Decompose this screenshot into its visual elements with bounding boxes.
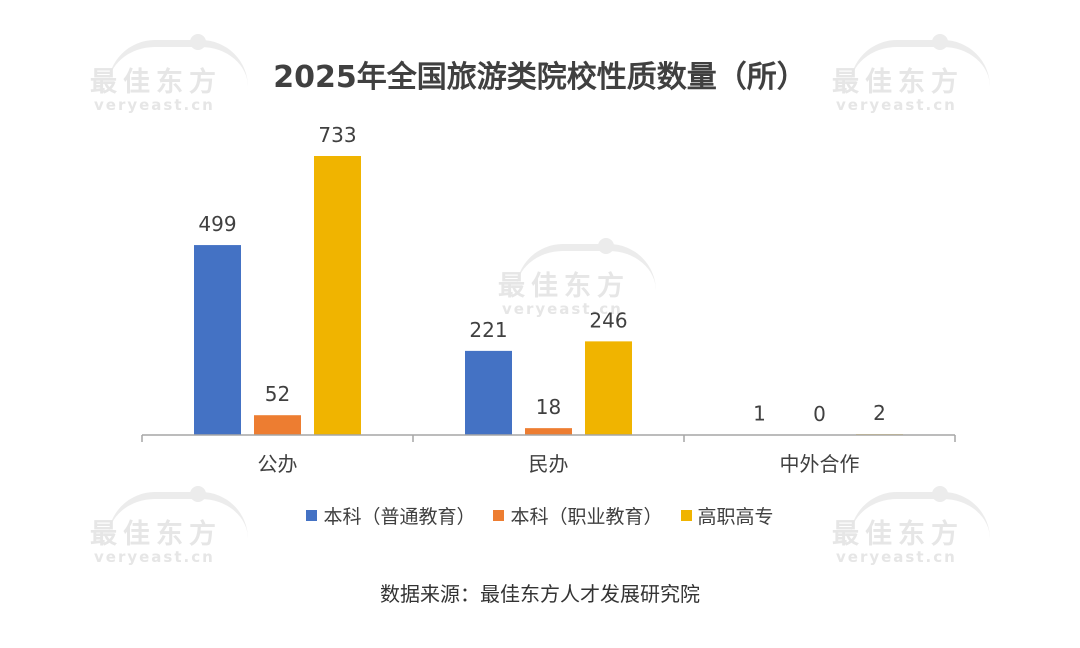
watermark-domain: veryeast.cn <box>836 548 957 566</box>
chart-title: 2025年全国旅游类院校性质数量（所） <box>273 60 807 95</box>
x-tick-label: 公办 <box>258 452 298 476</box>
legend-item: 高职高专 <box>680 502 774 529</box>
data-label: 18 <box>536 395 561 419</box>
bar <box>254 415 301 435</box>
legend-label: 高职高专 <box>697 506 774 528</box>
legend-item: 本科（普通教育） <box>306 502 475 529</box>
legend-swatch <box>306 510 318 521</box>
bar <box>585 341 632 435</box>
data-label: 246 <box>589 308 627 332</box>
watermark-domain: veryeast.cn <box>94 548 215 566</box>
legend-label: 本科（普通教育） <box>323 506 476 528</box>
data-label: 52 <box>265 382 290 406</box>
legend-swatch <box>680 510 692 521</box>
legend-item: 本科（职业教育） <box>493 502 663 529</box>
x-tick-label: 民办 <box>529 452 569 476</box>
bar <box>525 428 572 435</box>
source-note: 数据来源：最佳东方人才发展研究院 <box>380 582 700 606</box>
data-label: 499 <box>198 212 236 236</box>
bar-chart: 499 52 733 公办 221 18 246 民办 1 0 2 中外合作 <box>141 123 956 476</box>
data-label: 733 <box>318 123 356 147</box>
data-label: 1 <box>753 402 766 426</box>
chart-legend: 本科（普通教育） 本科（职业教育） 高职高专 <box>0 502 1080 529</box>
bar <box>194 245 241 435</box>
data-label: 2 <box>873 401 886 425</box>
bar <box>314 156 361 435</box>
legend-swatch <box>493 510 505 521</box>
bar <box>465 350 512 435</box>
x-tick-label: 中外合作 <box>780 452 860 476</box>
data-label: 221 <box>469 318 507 342</box>
data-label: 0 <box>813 402 826 426</box>
legend-label: 本科（职业教育） <box>510 506 663 528</box>
